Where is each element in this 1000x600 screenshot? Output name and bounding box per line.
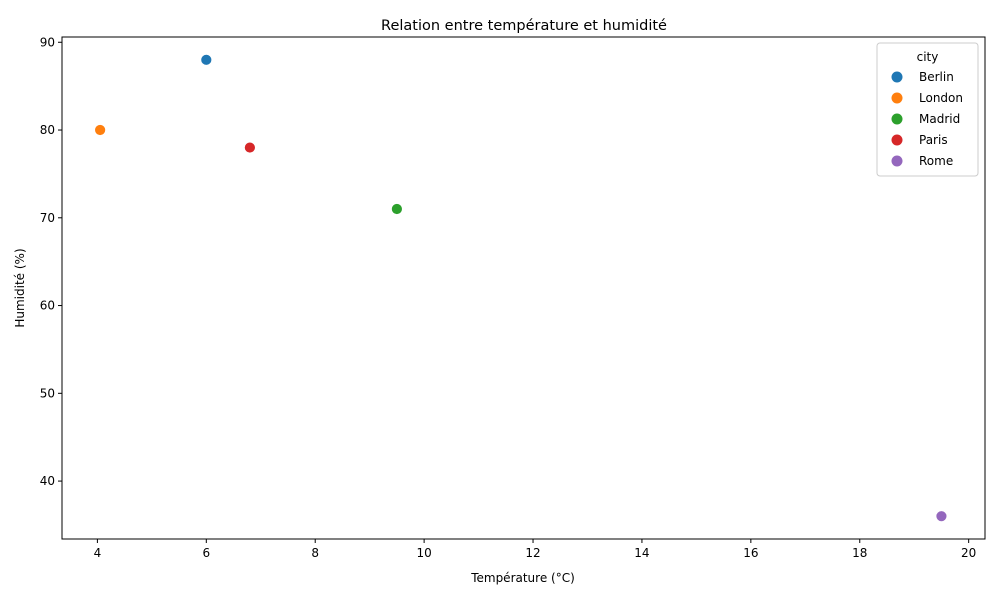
plot-frame — [61, 36, 986, 540]
legend-items: Berlin London Madrid Paris Rome — [891, 70, 963, 168]
legend-label-berlin: Berlin — [919, 70, 954, 84]
x-tick-label: 8 — [311, 546, 319, 560]
legend-title: city — [917, 50, 939, 64]
data-point-berlin — [200, 53, 213, 66]
x-tick-label: 4 — [94, 546, 102, 560]
data-points — [94, 53, 948, 523]
legend-marker-madrid — [891, 113, 903, 125]
x-tick-label: 10 — [416, 546, 431, 560]
x-axis-label: Température (°C) — [470, 571, 575, 585]
x-tick-label: 18 — [852, 546, 867, 560]
x-tick-label: 12 — [525, 546, 540, 560]
chart-title: Relation entre température et humidité — [381, 18, 667, 34]
data-point-rome — [935, 510, 948, 523]
data-point-paris — [243, 141, 256, 154]
y-tick-label: 80 — [40, 123, 55, 137]
legend-label-paris: Paris — [919, 133, 948, 147]
plot-area — [61, 36, 986, 540]
y-tick-label: 50 — [40, 386, 55, 400]
y-tick-label: 70 — [40, 211, 55, 225]
x-tick-label: 20 — [961, 546, 976, 560]
legend: city Berlin London Madrid Paris Rome — [876, 42, 979, 177]
x-tick-label: 14 — [634, 546, 649, 560]
legend-marker-london — [891, 92, 903, 104]
legend-label-rome: Rome — [919, 154, 953, 168]
y-tick-label: 60 — [40, 299, 55, 313]
x-tick-label: 6 — [202, 546, 210, 560]
x-axis-ticks: 4 6 8 10 12 14 16 18 20 — [94, 539, 976, 560]
legend-marker-rome — [891, 155, 903, 167]
y-axis-ticks: 40 50 60 70 80 90 — [40, 35, 62, 488]
legend-label-madrid: Madrid — [919, 112, 960, 126]
data-point-london — [94, 124, 107, 136]
legend-marker-berlin — [891, 71, 903, 83]
legend-label-london: London — [919, 91, 963, 105]
legend-marker-paris — [891, 134, 903, 146]
y-tick-label: 90 — [40, 35, 55, 49]
data-point-madrid — [390, 203, 403, 215]
x-tick-label: 16 — [743, 546, 758, 560]
y-axis-label: Humidité (%) — [13, 248, 27, 327]
y-tick-label: 40 — [40, 474, 55, 488]
